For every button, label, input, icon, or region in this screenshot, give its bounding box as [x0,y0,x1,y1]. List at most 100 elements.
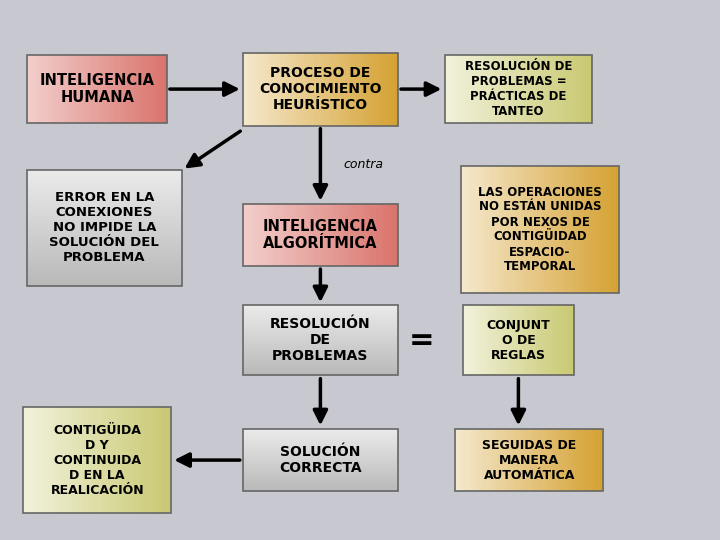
Bar [243,371,397,373]
Bar [55,56,58,123]
Bar [486,166,490,293]
Bar [27,242,181,244]
Bar [395,204,397,266]
Bar [44,407,47,513]
Bar [35,56,38,123]
Bar [296,204,299,266]
Bar [510,56,513,123]
Bar [41,56,44,123]
Bar [539,305,541,375]
Bar [389,204,392,266]
Bar [342,52,345,126]
Bar [124,407,127,513]
Bar [243,469,397,470]
Bar [44,56,47,123]
Bar [351,204,354,266]
Bar [492,56,495,123]
Bar [243,305,397,307]
Bar [280,204,283,266]
Bar [243,321,397,322]
Bar [243,485,397,486]
Bar [490,166,492,293]
Bar [243,374,397,375]
Bar [243,467,397,468]
Bar [572,305,575,375]
Bar [243,439,397,440]
Bar [465,56,468,123]
Bar [243,366,397,367]
Bar [27,174,181,177]
Bar [27,251,181,253]
Bar [507,56,510,123]
Bar [348,52,351,126]
Bar [246,204,249,266]
Bar [117,56,120,123]
Bar [24,407,27,513]
Bar [492,166,495,293]
Bar [71,407,73,513]
Bar [530,56,533,123]
Bar [256,52,258,126]
Bar [330,204,333,266]
Bar [464,166,467,293]
Bar [274,204,277,266]
Bar [472,305,474,375]
Bar [354,204,358,266]
Bar [532,305,534,375]
Bar [243,340,397,342]
Bar [114,56,117,123]
Bar [292,204,296,266]
Bar [27,230,181,233]
Bar [590,166,594,293]
Bar [287,52,289,126]
Bar [516,305,518,375]
Bar [358,204,361,266]
Bar [243,481,397,482]
Bar [243,448,397,449]
Bar [507,305,510,375]
Bar [594,166,597,293]
Bar [529,305,532,375]
Bar [27,267,181,269]
Bar [243,325,397,326]
Bar [511,429,514,491]
Bar [27,262,181,265]
Bar [162,56,165,123]
Bar [524,166,527,293]
Bar [27,200,181,202]
Bar [86,56,89,123]
Bar [27,56,167,123]
Bar [252,52,256,126]
Bar [109,407,112,513]
Bar [600,166,603,293]
Bar [243,338,397,339]
Bar [243,360,397,361]
Bar [459,56,462,123]
Bar [500,56,503,123]
Bar [327,204,330,266]
Bar [283,204,287,266]
Bar [27,244,181,246]
Bar [553,166,556,293]
Bar [165,56,167,123]
Bar [577,56,580,123]
Bar [243,329,397,330]
Bar [512,305,514,375]
Bar [392,204,395,266]
Text: CONTIGÜIDA
D Y
CONTINUIDA
D EN LA
REALICACIÓN: CONTIGÜIDA D Y CONTINUIDA D EN LA REALIC… [50,423,144,497]
Bar [243,322,397,323]
Bar [100,56,103,123]
Bar [575,166,578,293]
Bar [556,429,559,491]
Bar [135,407,138,513]
Bar [559,166,562,293]
Bar [91,407,94,513]
Bar [27,212,181,214]
Bar [444,56,592,123]
Bar [243,490,397,491]
Bar [27,184,181,186]
Bar [465,305,467,375]
Bar [361,204,364,266]
Bar [302,204,305,266]
Bar [243,450,397,451]
